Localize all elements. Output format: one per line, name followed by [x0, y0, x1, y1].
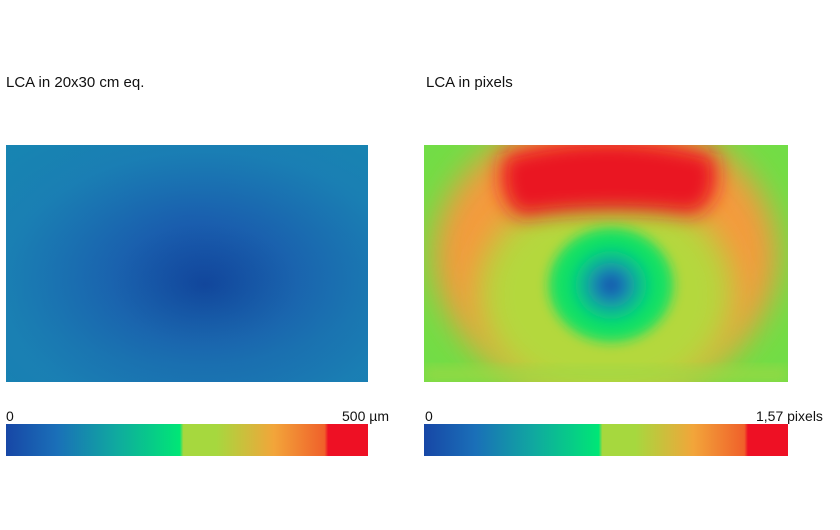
- colorbar-min-label: 0: [6, 408, 14, 424]
- heatmap-center: [569, 245, 653, 325]
- colorbar-min-label: 0: [425, 408, 433, 424]
- colorbar: [6, 424, 368, 456]
- chart-title: LCA in 20x30 cm eq.: [6, 74, 145, 91]
- heatmap-bottom-edge: [424, 367, 788, 382]
- colorbar-max-label: 500 µm: [342, 408, 389, 424]
- lca-cm-heatmap: [6, 145, 368, 382]
- heatmap-ring: [6, 145, 368, 382]
- colorbar: [424, 424, 788, 456]
- lca-pixels-heatmap: [424, 145, 788, 382]
- colorbar-max-label: 1,57 pixels: [756, 408, 823, 424]
- heatmap-red-zone: [501, 145, 717, 217]
- left-chart-panel: LCA in 20x30 cm eq. 0 500 µm: [0, 0, 400, 530]
- chart-title: LCA in pixels: [426, 74, 513, 91]
- right-chart-panel: LCA in pixels 0 1,57 pixels: [420, 0, 823, 530]
